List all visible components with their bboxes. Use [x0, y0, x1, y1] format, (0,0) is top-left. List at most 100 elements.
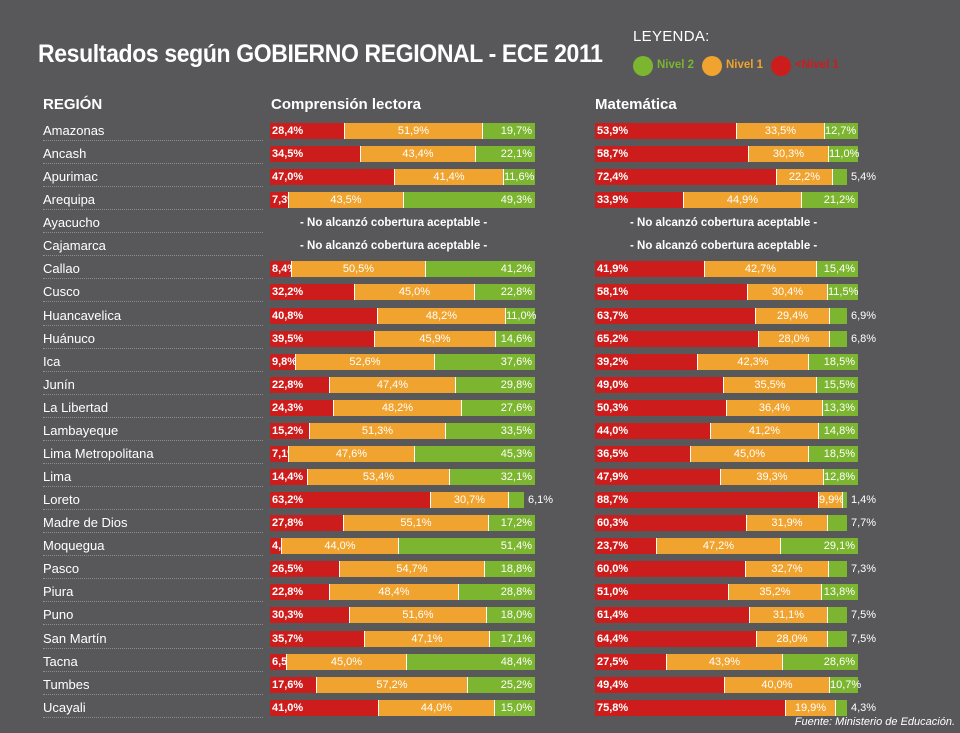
bar-segment-nivel-1: 9,9%: [819, 492, 845, 509]
chart-row: Huánuco 39,5% 45,9% 14,6% 65,2% 28,0% 6,8%: [0, 327, 960, 350]
bar-segment-nivel-1: 47,4%: [330, 376, 456, 393]
matematica-bar: 58,7% 30,3% 11,0%: [595, 146, 860, 163]
bar-segment-below-nivel-1: 49,4%: [595, 676, 725, 693]
bar-segment-nivel-1: 55,1%: [344, 515, 489, 532]
bar-segment-below-nivel-1: 35,7%: [270, 630, 365, 647]
bar-segment-nivel-1: 29,4%: [756, 307, 830, 324]
bar-segment-nivel-2: 29,8%: [456, 376, 535, 393]
bar-segment-nivel-2: [828, 607, 847, 624]
bar-segment-nivel-1: 42,7%: [705, 261, 817, 278]
chart-row: Moquegua 4,6%44,0%51,4% 23,7%47,2%29,1%: [0, 534, 960, 557]
bar-segment-nivel-2: 18,8%: [485, 561, 535, 578]
bar-segment-nivel-2: 49,3%: [404, 192, 535, 209]
bar-segment-below-nivel-1: 41,0%: [270, 699, 379, 716]
bar-segment-nivel-2: 32,1%: [450, 469, 535, 486]
bar-segment-nivel-1: 44,9%: [684, 192, 802, 209]
bar-segment-below-nivel-1: 9,8%: [270, 353, 298, 370]
bar-segment-below-nivel-1: 49,0%: [595, 376, 724, 393]
bar-segment-below-nivel-1: 7,3%: [270, 192, 298, 209]
bar-segment-nivel-1: 40,0%: [725, 676, 830, 693]
comprension-bar: 26,5% 54,7% 18,8%: [270, 561, 535, 578]
matematica-bar: 49,4% 40,0% 10,7%: [595, 676, 861, 693]
matematica-bar: 41,9% 42,7% 15,4%: [595, 261, 858, 278]
bar-segment-nivel-2: 11,5%: [828, 284, 859, 301]
bar-segment-nivel-1: 42,3%: [698, 353, 809, 370]
chart-row: Apurimac 47,0% 41,4% 11,6% 72,4% 22,2% 5,4%: [0, 165, 960, 188]
bar-segment-nivel-1: 47,1%: [365, 630, 490, 647]
bar-segment-nivel-1: 35,5%: [724, 376, 817, 393]
bar-segment-below-nivel-1: 22,8%: [270, 376, 330, 393]
region-label: Ancash: [43, 144, 263, 165]
value-label-nivel-2: 7,5%: [851, 609, 877, 622]
chart-row: Puno 30,3% 51,6% 18,0% 61,4% 31,1% 7,5%: [0, 603, 960, 626]
region-label: Cajamarca: [43, 236, 263, 257]
bar-segment-nivel-2: [830, 330, 847, 347]
header-matematica: Matemática: [595, 96, 677, 113]
region-label: Huánuco: [43, 329, 263, 349]
bar-segment-below-nivel-1: 23,7%: [595, 538, 657, 555]
bar-segment-below-nivel-1: 30,3%: [270, 607, 350, 624]
header-region: REGIÓN: [43, 96, 103, 113]
bar-segment-nivel-1: 32,7%: [746, 561, 829, 578]
no-coverage-note: - No alcanzó cobertura aceptable -: [630, 240, 818, 253]
bar-segment-nivel-1: 51,6%: [350, 607, 487, 624]
bar-segment-nivel-1: 45,0%: [691, 445, 809, 462]
chart-row: Lima 14,4% 53,4% 32,1% 47,9% 39,3% 12,8%: [0, 465, 960, 488]
bar-segment-nivel-1: 35,2%: [729, 584, 822, 601]
comprension-bar: 9,8% 52,6% 37,6%: [270, 353, 535, 370]
bar-segment-nivel-1: 51,3%: [310, 422, 446, 439]
bar-segment-nivel-1: 19,9%: [786, 699, 836, 716]
bar-segment-nivel-2: 22,1%: [476, 146, 535, 163]
bar-segment-nivel-1: 51,9%: [345, 123, 483, 139]
bar-segment-nivel-2: [843, 492, 847, 509]
bar-segment-nivel-2: 45,3%: [415, 445, 535, 462]
bar-segment-nivel-1: 47,2%: [657, 538, 781, 555]
legend-swatch-below-nivel-1: [771, 56, 791, 76]
legend-label-nivel-1: Nivel 1: [726, 59, 764, 71]
bar-segment-nivel-2: 12,8%: [824, 469, 858, 486]
matematica-bar: 75,8% 19,9%: [595, 699, 847, 716]
region-label: Callao: [43, 259, 263, 280]
chart-row: Ica 9,8% 52,6% 37,6% 39,2% 42,3% 18,5%: [0, 350, 960, 373]
chart-row: Tumbes 17,6% 57,2% 25,2% 49,4% 40,0% 10,7%: [0, 673, 960, 696]
bar-segment-nivel-2: [833, 169, 847, 186]
value-label-nivel-2: 1,4%: [851, 494, 877, 507]
bar-segment-nivel-1: 44,0%: [379, 699, 495, 716]
region-label: Junín: [43, 375, 263, 395]
bar-segment-below-nivel-1: 32,2%: [270, 284, 355, 301]
bar-segment-nivel-1: 28,0%: [759, 330, 830, 347]
matematica-bar: 50,3% 36,4% 13,3%: [595, 399, 858, 416]
comprension-bar: 6,5% 45,0% 48,4%: [270, 653, 535, 670]
chart-row: Tacna 6,5% 45,0% 48,4% 27,5% 43,9% 28,6%: [0, 650, 960, 673]
comprension-bar: 17,6% 57,2% 25,2%: [270, 676, 535, 693]
comprension-bar: 4,6%44,0%51,4%: [270, 538, 535, 555]
region-label: Lima: [43, 467, 263, 488]
matematica-bar: 49,0% 35,5% 15,5%: [595, 376, 858, 393]
chart-row: Piura 22,8% 48,4% 28,8% 51,0% 35,2% 13,8%: [0, 580, 960, 603]
bar-segment-below-nivel-1: 72,4%: [595, 169, 777, 186]
bar-segment-nivel-2: [828, 630, 847, 647]
chart-row: Ancash 34,5% 43,4% 22,1% 58,7% 30,3% 11,0%: [0, 142, 960, 165]
value-label-nivel-2: 7,7%: [851, 517, 877, 530]
bar-segment-nivel-2: 13,3%: [823, 399, 858, 416]
region-label: Huancavelica: [43, 306, 263, 326]
bar-segment-below-nivel-1: 58,7%: [595, 146, 749, 163]
matematica-bar: 39,2% 42,3% 18,5%: [595, 353, 858, 370]
bar-segment-below-nivel-1: 7,1%: [270, 445, 298, 462]
no-coverage-note: - No alcanzó cobertura aceptable -: [630, 217, 818, 230]
bar-segment-nivel-2: 11,0%: [829, 146, 860, 163]
bar-segment-nivel-1: 48,2%: [378, 307, 506, 324]
comprension-bar: 34,5% 43,4% 22,1%: [270, 146, 535, 163]
bar-segment-nivel-1: 52,6%: [296, 353, 435, 370]
matematica-bar: 65,2% 28,0%: [595, 330, 847, 347]
matematica-bar: 63,7% 29,4%: [595, 307, 847, 324]
bar-segment-nivel-2: [828, 515, 847, 532]
bar-segment-nivel-2: 17,1%: [490, 630, 535, 647]
bar-segment-nivel-1: 41,2%: [711, 422, 819, 439]
matematica-bar: 64,4% 28,0%: [595, 630, 847, 647]
bar-segment-below-nivel-1: 6,5%: [270, 653, 298, 670]
region-label: Loreto: [43, 490, 263, 511]
bar-segment-below-nivel-1: 41,9%: [595, 261, 705, 278]
bar-segment-nivel-2: 18,0%: [487, 607, 535, 624]
